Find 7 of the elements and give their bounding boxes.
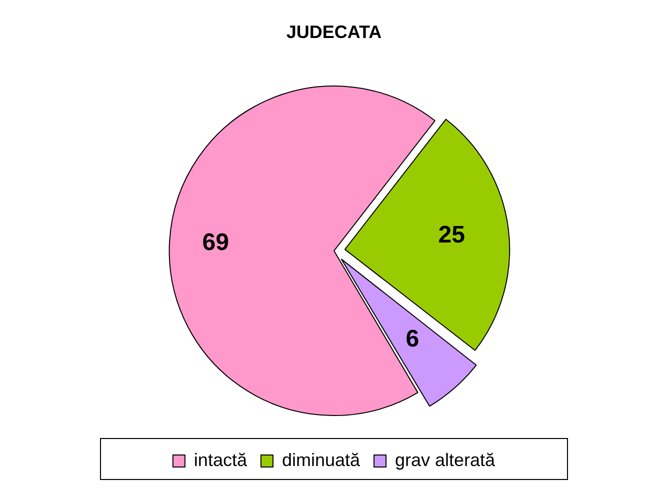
data-label: 6 [406,325,420,352]
legend-label: intactă [194,450,248,470]
legend-label: diminuată [282,450,361,470]
data-label: 25 [438,222,465,249]
data-label: 69 [202,228,229,256]
chart-title: JUDECATA [286,22,382,42]
legend-label: grav alterată [395,450,496,470]
